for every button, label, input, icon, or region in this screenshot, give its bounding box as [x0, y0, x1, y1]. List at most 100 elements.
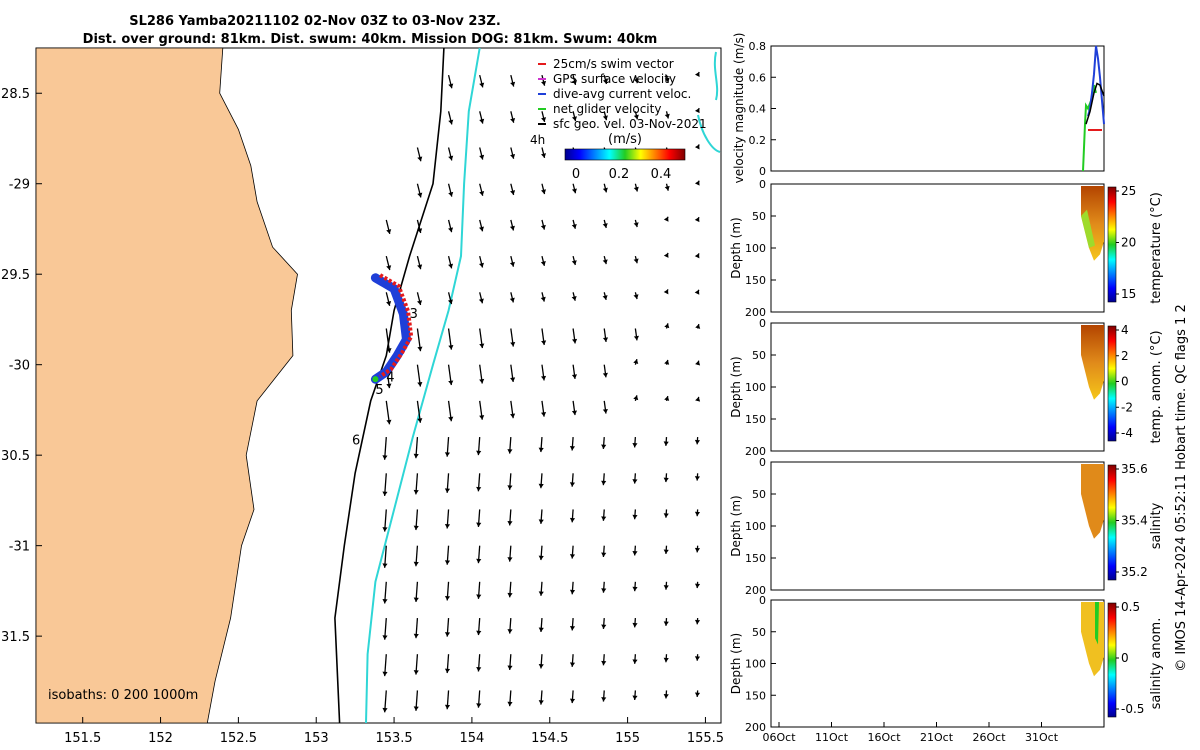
depth-tick-label: 100 — [745, 381, 766, 394]
velocity-arrow-head — [663, 513, 669, 518]
colorbar-gradient — [564, 148, 686, 161]
velocity-y-tick-label: 0 — [759, 165, 766, 178]
velocity-arrow-head — [694, 144, 700, 150]
depth-tick-label: 50 — [752, 488, 766, 501]
depth-colorbar — [1107, 602, 1117, 718]
depth-panel: 0 50 100 150 200 Depth (m) 35.6 35.4 35.2 salinit… — [729, 456, 1164, 597]
depth-tick-label: 50 — [752, 626, 766, 639]
velocity-arrow-head — [448, 416, 454, 422]
legend-label: dive-avg current veloc. — [553, 87, 691, 101]
depth-colorbar-tick-label: 25 — [1121, 184, 1136, 198]
velocity-arrow-head — [571, 295, 577, 301]
velocity-arrow-head — [569, 517, 576, 523]
velocity-arrow-head — [569, 554, 576, 559]
velocity-arrow-head — [386, 229, 392, 234]
velocity-arrow-head — [633, 186, 639, 192]
velocity-arrow-head — [601, 552, 607, 557]
velocity-arrow-head — [602, 372, 608, 378]
depth-colorbar-label: salinity — [1149, 502, 1164, 549]
velocity-arrow-head — [540, 296, 546, 302]
velocity-arrow-head — [447, 299, 453, 305]
velocity-arrow-head — [569, 662, 576, 667]
colorbar-tick: 0.4 — [651, 167, 672, 182]
velocity-arrow-head — [386, 301, 392, 306]
velocity-arrow-head — [541, 340, 547, 345]
isobath-200m — [334, 47, 445, 724]
velocity-arrow-head — [569, 589, 576, 595]
depth-colorbar-tick-label: -4 — [1121, 426, 1133, 440]
depth-colorbar-tick-label: -0.5 — [1121, 702, 1144, 716]
velocity-arrow-head — [510, 413, 516, 419]
velocity-arrow-head — [632, 442, 638, 448]
velocity-arrow-head — [417, 228, 423, 234]
velocity-arrow-head — [448, 227, 454, 233]
velocity-frame — [770, 45, 1105, 172]
velocity-arrow-head — [509, 297, 515, 303]
isobaths-note: isobaths: 0 200 1000m — [48, 688, 198, 703]
depth-tick-label: 200 — [745, 721, 766, 734]
velocity-arrow-head — [571, 116, 577, 122]
velocity-arrow-head — [507, 592, 513, 598]
velocity-arrow-head — [507, 485, 513, 490]
velocity-y-tick-label: 0.8 — [749, 40, 767, 53]
velocity-arrow-head — [509, 225, 515, 231]
velocity-series-net — [1082, 84, 1097, 172]
depth-frame — [770, 461, 1105, 591]
map-x-tick-label: 152.5 — [220, 731, 257, 746]
velocity-arrow-head — [479, 82, 485, 88]
velocity-arrow-head — [663, 441, 669, 446]
velocity-arrow-head — [382, 635, 388, 640]
depth-tick-label: 0 — [759, 594, 766, 607]
velocity-arrow-head — [413, 597, 419, 602]
velocity-arrow-head — [413, 670, 419, 675]
velocity-arrow-head — [386, 348, 392, 353]
velocity-arrow-head — [571, 260, 577, 265]
velocity-arrow-head — [538, 519, 544, 524]
depth-colorbar-tick-label: 0 — [1121, 375, 1129, 389]
velocity-arrow-head — [476, 594, 482, 599]
velocity-arrow-head — [444, 452, 451, 457]
velocity-arrow-head — [694, 180, 700, 186]
glider-track-swim — [378, 273, 414, 379]
velocity-arrow-head — [507, 665, 513, 670]
velocity-arrow-head — [476, 703, 482, 708]
velocity-arrow-head — [569, 698, 576, 704]
velocity-arrow-head — [694, 217, 700, 223]
velocity-arrow-head — [479, 378, 485, 384]
depth-colorbar-tick-label: 4 — [1121, 323, 1129, 337]
velocity-arrow-head — [507, 557, 513, 562]
velocity-arrow-head — [541, 117, 547, 122]
depth-frame — [770, 322, 1105, 452]
velocity-arrow-head — [382, 527, 388, 532]
velocity-arrow-head — [632, 622, 638, 628]
velocity-arrow-head — [540, 412, 547, 417]
velocity-arrow-head — [413, 633, 419, 639]
velocity-arrow-head — [538, 627, 544, 632]
time-tick-label: 16Oct — [867, 731, 901, 744]
depth-panel: 0 50 100 150 200 Depth (m) 25 20 15 temperature (… — [729, 178, 1164, 319]
velocity-arrow-head — [663, 549, 669, 554]
isobath-1000m-fragment — [697, 51, 721, 153]
colorbar-tick: 0 — [572, 167, 580, 182]
depth-ylabel: Depth (m) — [729, 217, 743, 278]
velocity-arrow-head — [476, 522, 482, 527]
isobath-1000m-offshore — [697, 51, 721, 153]
velocity-arrow-head — [476, 558, 482, 564]
velocity-arrow-head — [632, 479, 638, 484]
depth-section-data — [1081, 186, 1104, 261]
velocity-arrow-head — [571, 410, 578, 416]
title-line-1: SL286 Yamba20211102 02-Nov 03Z to 03-Nov… — [129, 14, 501, 29]
velocity-arrow-head — [664, 77, 670, 83]
velocity-panel: 0 0.2 0.4 0.6 0.8 velocity magnitude (m/s) — [732, 33, 1105, 183]
velocity-y-tick-label: 0.4 — [749, 103, 767, 116]
velocity-arrow-head — [633, 294, 639, 300]
velocity-y-tick-label: 0.6 — [749, 71, 767, 84]
depth-colorbar-label: salinity anom. — [1149, 618, 1164, 710]
velocity-arrow-head — [602, 223, 608, 228]
velocity-arrow-head — [632, 659, 638, 664]
velocity-arrow-head — [538, 483, 544, 489]
velocity-arrow-head — [507, 701, 513, 707]
velocity-arrow-head — [695, 360, 701, 366]
legend-label: 25cm/s swim vector — [553, 57, 674, 71]
